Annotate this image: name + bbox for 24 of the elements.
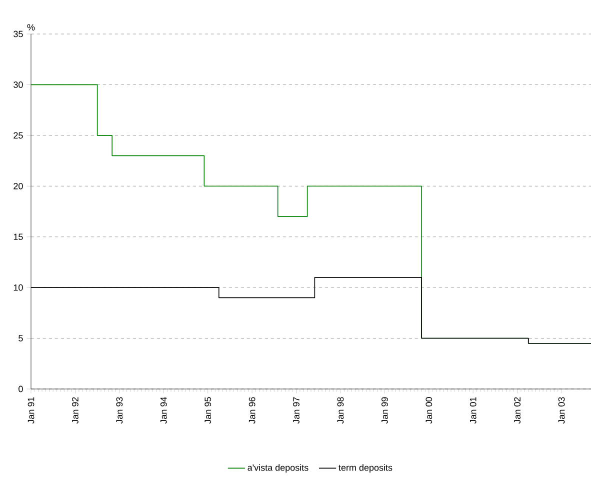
x-tick-label: Jan 00 xyxy=(426,397,432,424)
legend-label: term deposits xyxy=(338,464,392,473)
y-tick-label: 10 xyxy=(14,284,23,291)
x-tick-label: Jan 98 xyxy=(337,397,344,424)
x-tick-label: Jan 93 xyxy=(116,397,123,424)
x-tick-label: Jan 99 xyxy=(381,397,388,424)
y-tick-label: 20 xyxy=(14,182,23,190)
x-tick-label: Jan 03 xyxy=(558,397,565,424)
x-tick-label: Jan 94 xyxy=(160,397,167,424)
y-tick-label: 30 xyxy=(14,82,23,88)
x-tick-label: Jan 95 xyxy=(204,397,212,424)
y-tick-label: 35 xyxy=(14,30,23,38)
legend-label: a'vista deposits xyxy=(248,464,308,473)
x-tick-label: Jan 01 xyxy=(470,397,476,424)
y-tick-label: 5 xyxy=(18,335,23,342)
x-tick-label: Jan 92 xyxy=(72,397,78,424)
y-tick-label: 15 xyxy=(14,234,23,240)
x-tick-label: Jan 97 xyxy=(293,397,300,424)
x-tick-label: Jan 91 xyxy=(28,397,34,424)
x-tick-label: Jan 02 xyxy=(514,397,521,424)
y-tick-label: 0 xyxy=(18,386,23,392)
x-tick-label: Jan 96 xyxy=(248,397,256,424)
y-axis-title: % xyxy=(27,24,35,30)
y-tick-label: 25 xyxy=(14,132,23,139)
